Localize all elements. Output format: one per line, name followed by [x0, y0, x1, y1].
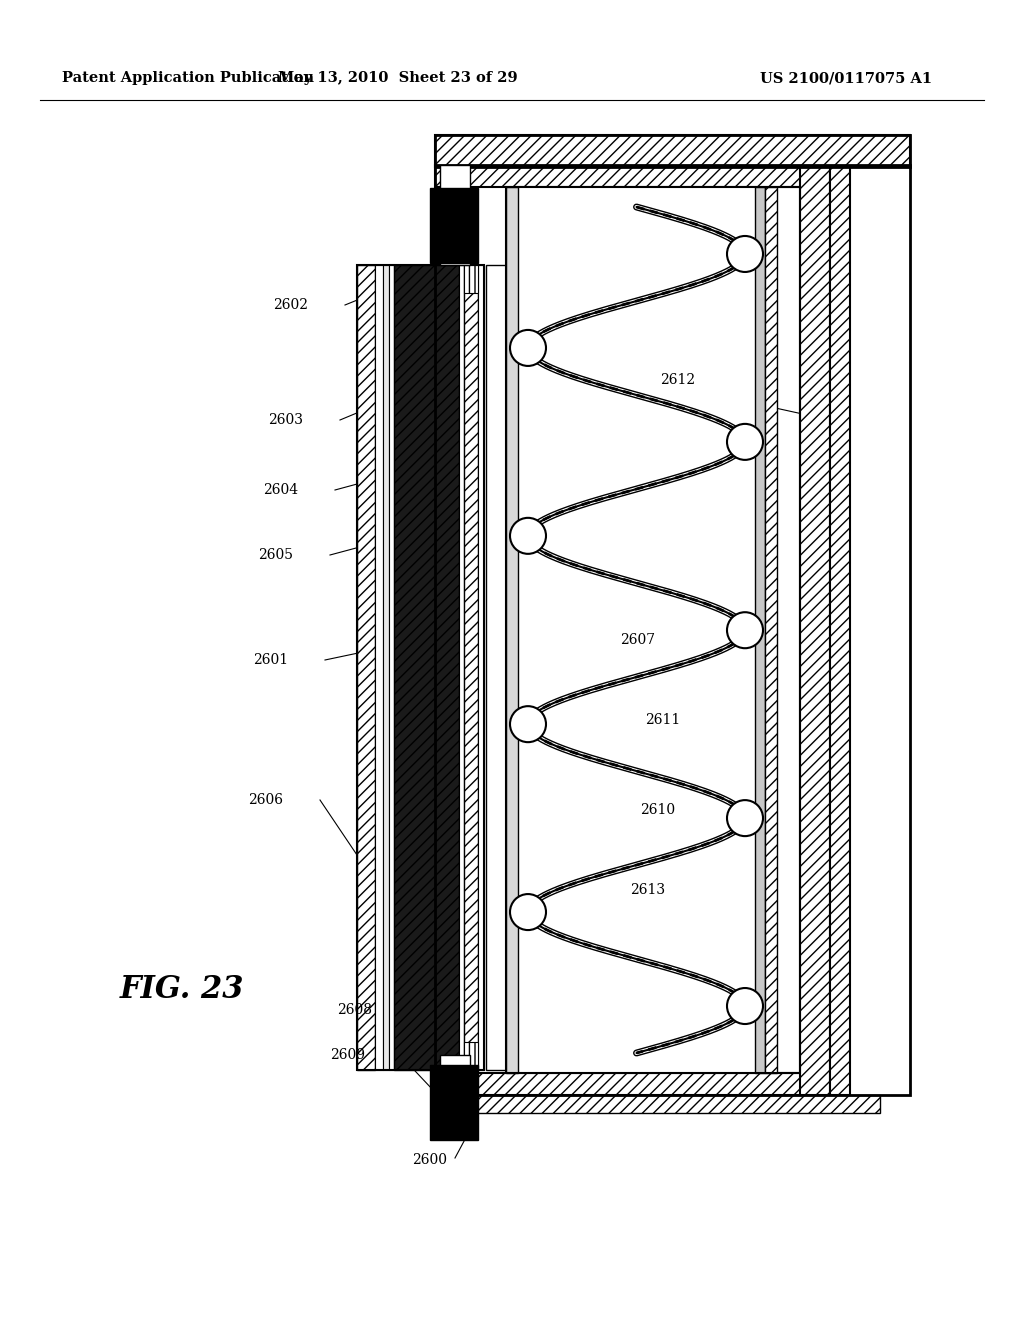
Bar: [430, 187, 478, 263]
Text: FIG. 23: FIG. 23: [120, 974, 245, 1006]
Bar: [464, 265, 478, 293]
Circle shape: [510, 706, 546, 742]
Bar: [478, 265, 484, 1071]
Circle shape: [510, 330, 546, 366]
Bar: [440, 165, 470, 265]
Text: US 2100/0117075 A1: US 2100/0117075 A1: [760, 71, 932, 84]
Bar: [435, 165, 910, 1096]
Bar: [357, 265, 375, 1071]
Text: 2606: 2606: [248, 793, 283, 807]
Text: 2609: 2609: [330, 1048, 365, 1063]
Bar: [486, 265, 506, 1071]
Text: 2613: 2613: [630, 883, 666, 898]
Text: 2607: 2607: [620, 634, 655, 647]
Bar: [464, 1041, 478, 1071]
Bar: [800, 165, 830, 1096]
Text: May 13, 2010  Sheet 23 of 29: May 13, 2010 Sheet 23 of 29: [279, 71, 518, 84]
Circle shape: [510, 894, 546, 931]
Bar: [459, 265, 464, 1071]
Text: 2604: 2604: [263, 483, 298, 498]
Circle shape: [510, 517, 546, 554]
Bar: [830, 165, 850, 1096]
Bar: [506, 187, 800, 1073]
Bar: [464, 265, 478, 1071]
Bar: [435, 135, 910, 168]
Circle shape: [727, 989, 763, 1024]
Text: 2608: 2608: [337, 1003, 372, 1016]
Text: 2605: 2605: [258, 548, 293, 562]
Bar: [765, 187, 777, 1073]
Circle shape: [727, 612, 763, 648]
Circle shape: [727, 424, 763, 459]
Bar: [435, 1073, 830, 1096]
Circle shape: [727, 236, 763, 272]
Text: 2611: 2611: [645, 713, 680, 727]
Text: Patent Application Publication: Patent Application Publication: [62, 71, 314, 84]
Bar: [375, 265, 383, 1071]
Bar: [357, 265, 484, 1071]
Text: 2602: 2602: [273, 298, 308, 312]
Text: 2601: 2601: [253, 653, 288, 667]
Bar: [430, 1065, 478, 1140]
Text: 2612: 2612: [660, 374, 695, 387]
Bar: [518, 187, 755, 1073]
Bar: [435, 165, 830, 187]
Text: 2603: 2603: [268, 413, 303, 426]
Bar: [389, 265, 394, 1071]
Bar: [755, 187, 765, 1073]
Bar: [394, 265, 459, 1071]
Bar: [440, 1055, 470, 1085]
Text: 2600: 2600: [413, 1152, 447, 1167]
Bar: [506, 187, 518, 1073]
Bar: [435, 1096, 880, 1113]
Bar: [435, 135, 910, 168]
Text: 2610: 2610: [640, 803, 675, 817]
Circle shape: [727, 800, 763, 836]
Bar: [383, 265, 389, 1071]
